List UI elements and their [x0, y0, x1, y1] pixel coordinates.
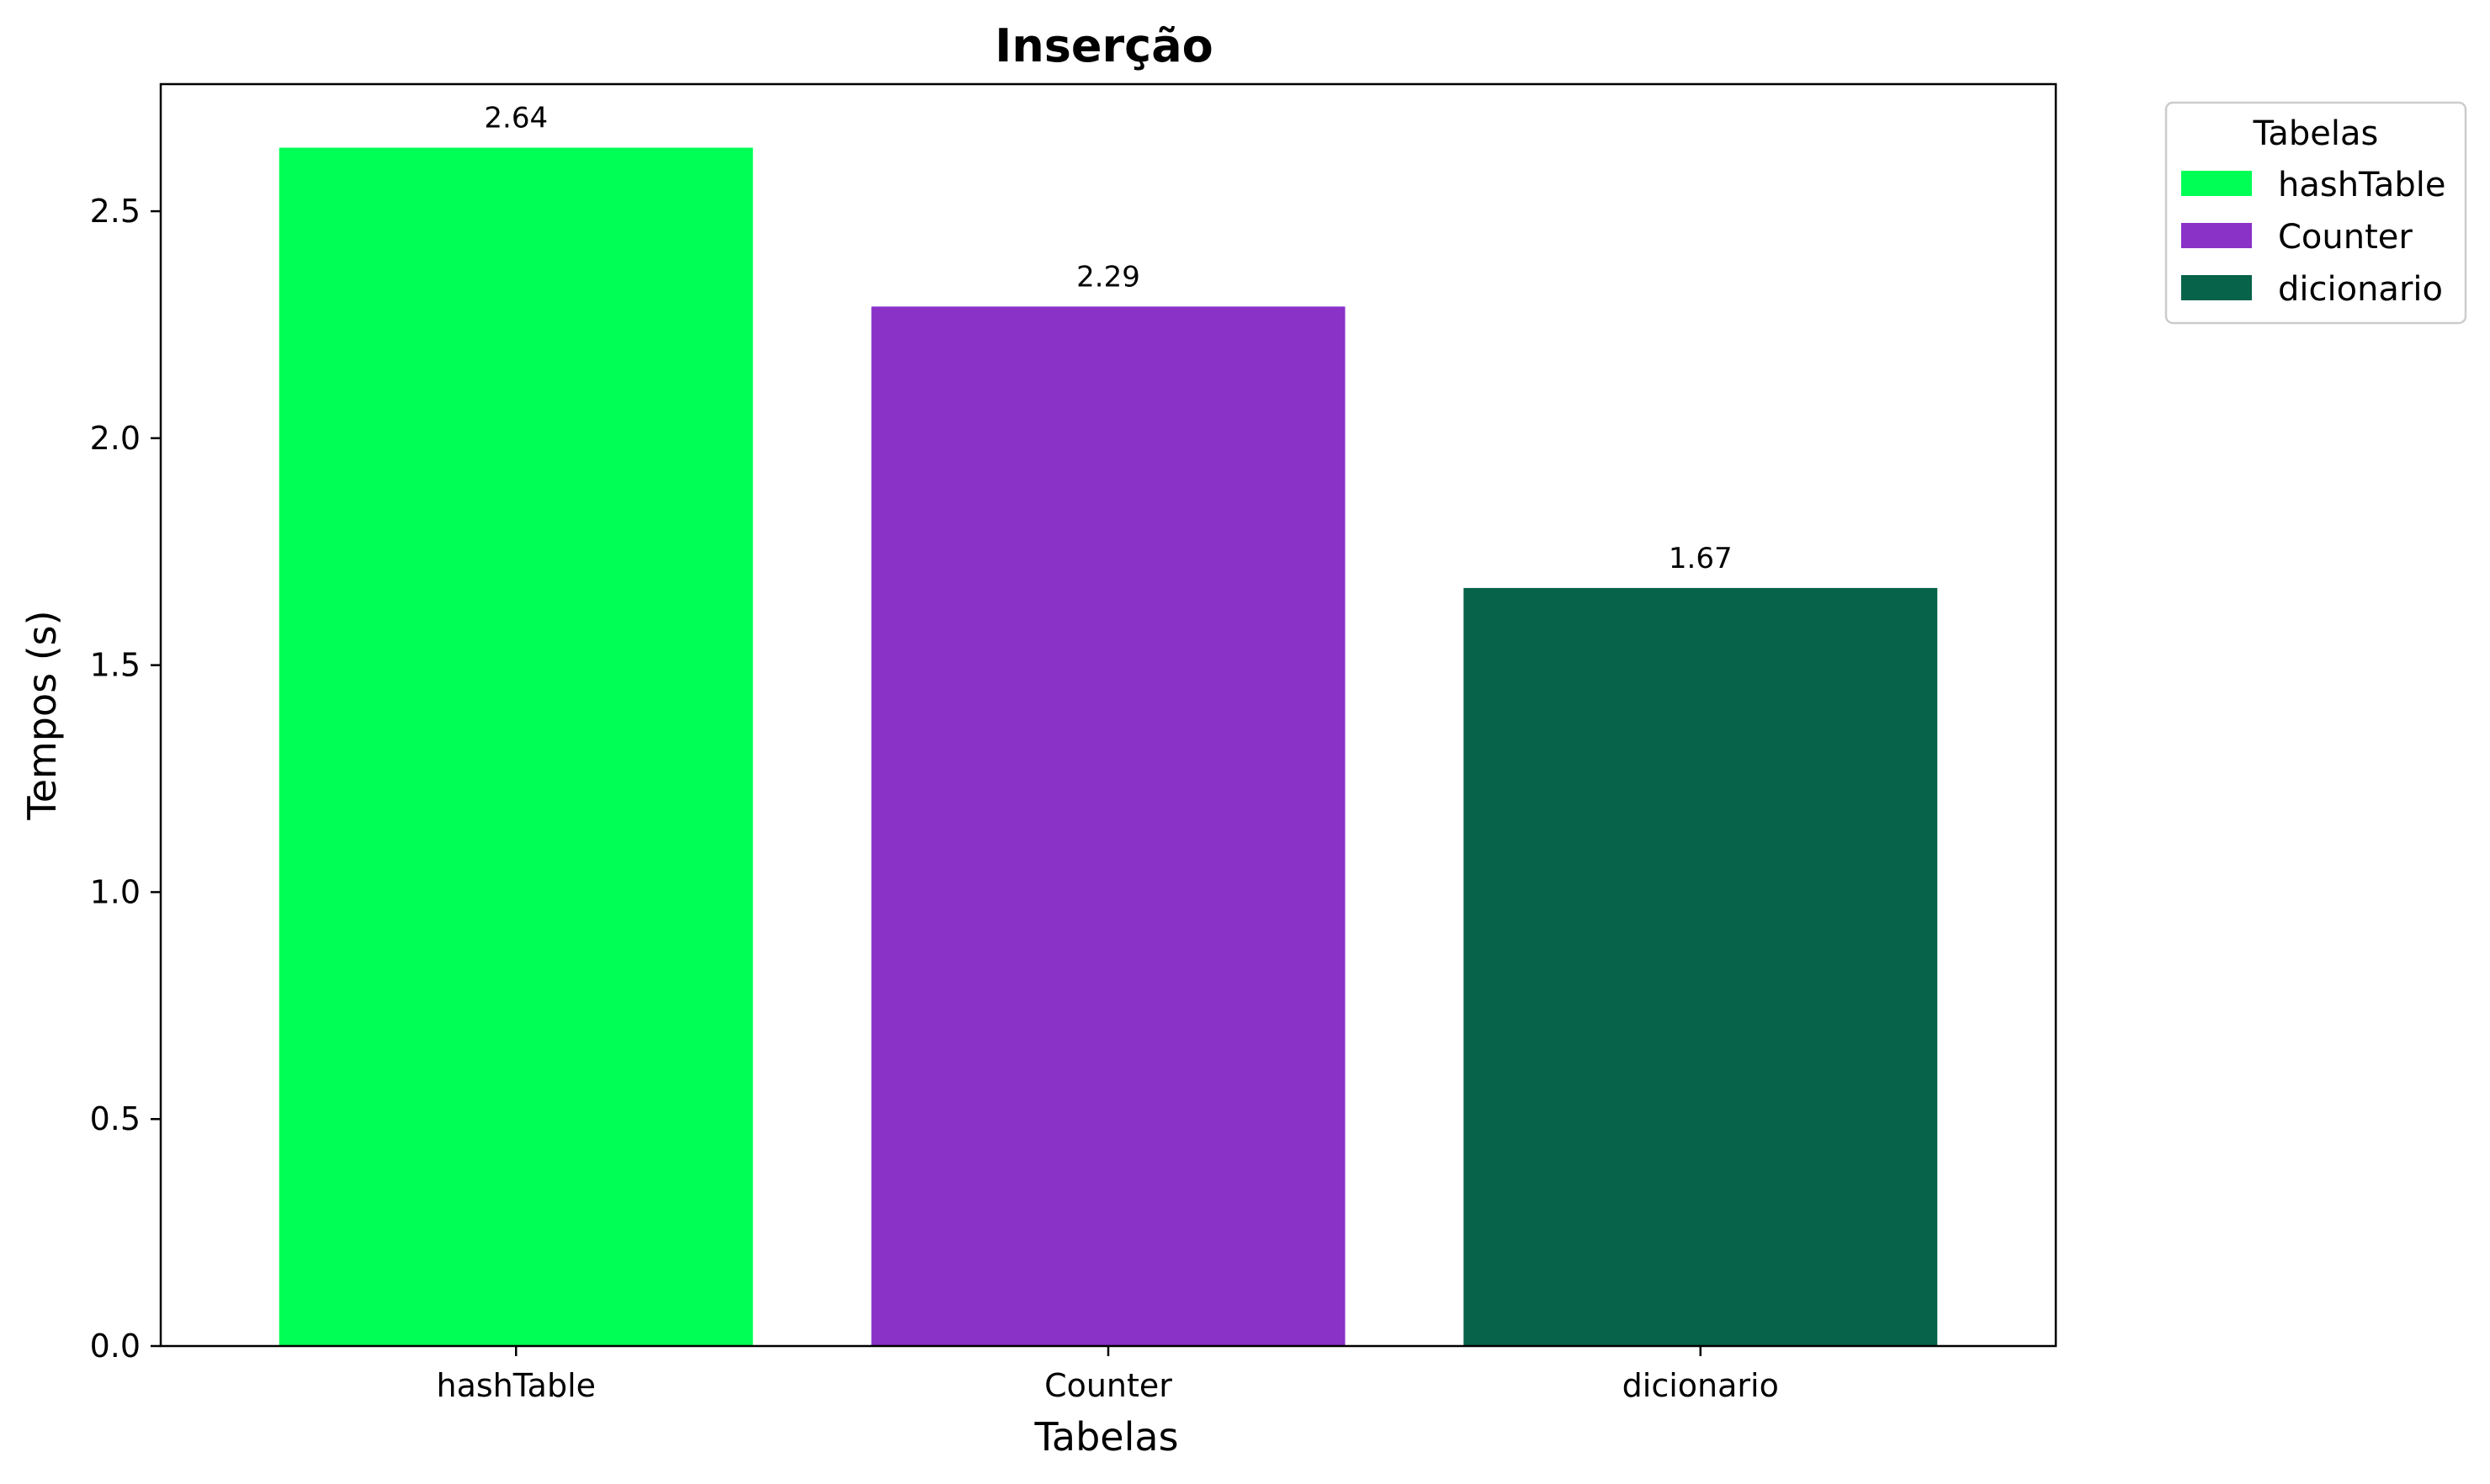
legend-entries: hashTable Counter dicionario — [2181, 166, 2446, 309]
y-tick-label: 1.5 — [90, 647, 141, 684]
legend-swatch-hashtable — [2181, 171, 2252, 196]
legend-label-counter: Counter — [2278, 218, 2413, 257]
bars-layer — [279, 147, 1938, 1347]
bar-dicionario — [1463, 587, 1938, 1346]
x-axis-label: Tabelas — [1033, 1414, 1178, 1460]
x-tick-label-hashtable: hashTable — [436, 1367, 596, 1404]
chart-title: Inserção — [995, 19, 1213, 72]
x-tick-label-dicionario: dicionario — [1622, 1367, 1779, 1404]
legend-label-hashtable: hashTable — [2278, 166, 2446, 204]
data-labels-layer: 2.64 2.29 1.67 — [484, 102, 1732, 575]
y-axis: 0.0 0.5 1.0 1.5 2.0 2.5 — [90, 193, 161, 1365]
legend-label-dicionario: dicionario — [2278, 270, 2443, 309]
x-axis: hashTable Counter dicionario — [436, 1346, 1779, 1404]
legend-swatch-counter — [2181, 223, 2252, 248]
legend-swatch-dicionario — [2181, 275, 2252, 300]
legend-box — [2164, 101, 2467, 325]
plot-frame — [159, 82, 2057, 1348]
bar-hashtable — [279, 147, 753, 1347]
x-tick-label-counter: Counter — [1044, 1367, 1172, 1404]
y-tick-label: 0.0 — [90, 1328, 141, 1365]
legend: Tabelas hashTable Counter dicionario — [2164, 101, 2467, 325]
data-label-counter: 2.29 — [1076, 260, 1140, 294]
y-tick-label: 2.0 — [90, 420, 141, 457]
y-tick-label: 2.5 — [90, 193, 141, 230]
data-label-dicionario: 1.67 — [1669, 542, 1733, 575]
y-tick-label: 0.5 — [90, 1100, 141, 1137]
bar-counter — [871, 306, 1346, 1347]
y-axis-label: Tempos (s) — [19, 610, 65, 820]
data-label-hashtable: 2.64 — [484, 102, 548, 135]
legend-title: Tabelas — [2253, 114, 2379, 153]
y-tick-label: 1.0 — [90, 873, 141, 910]
